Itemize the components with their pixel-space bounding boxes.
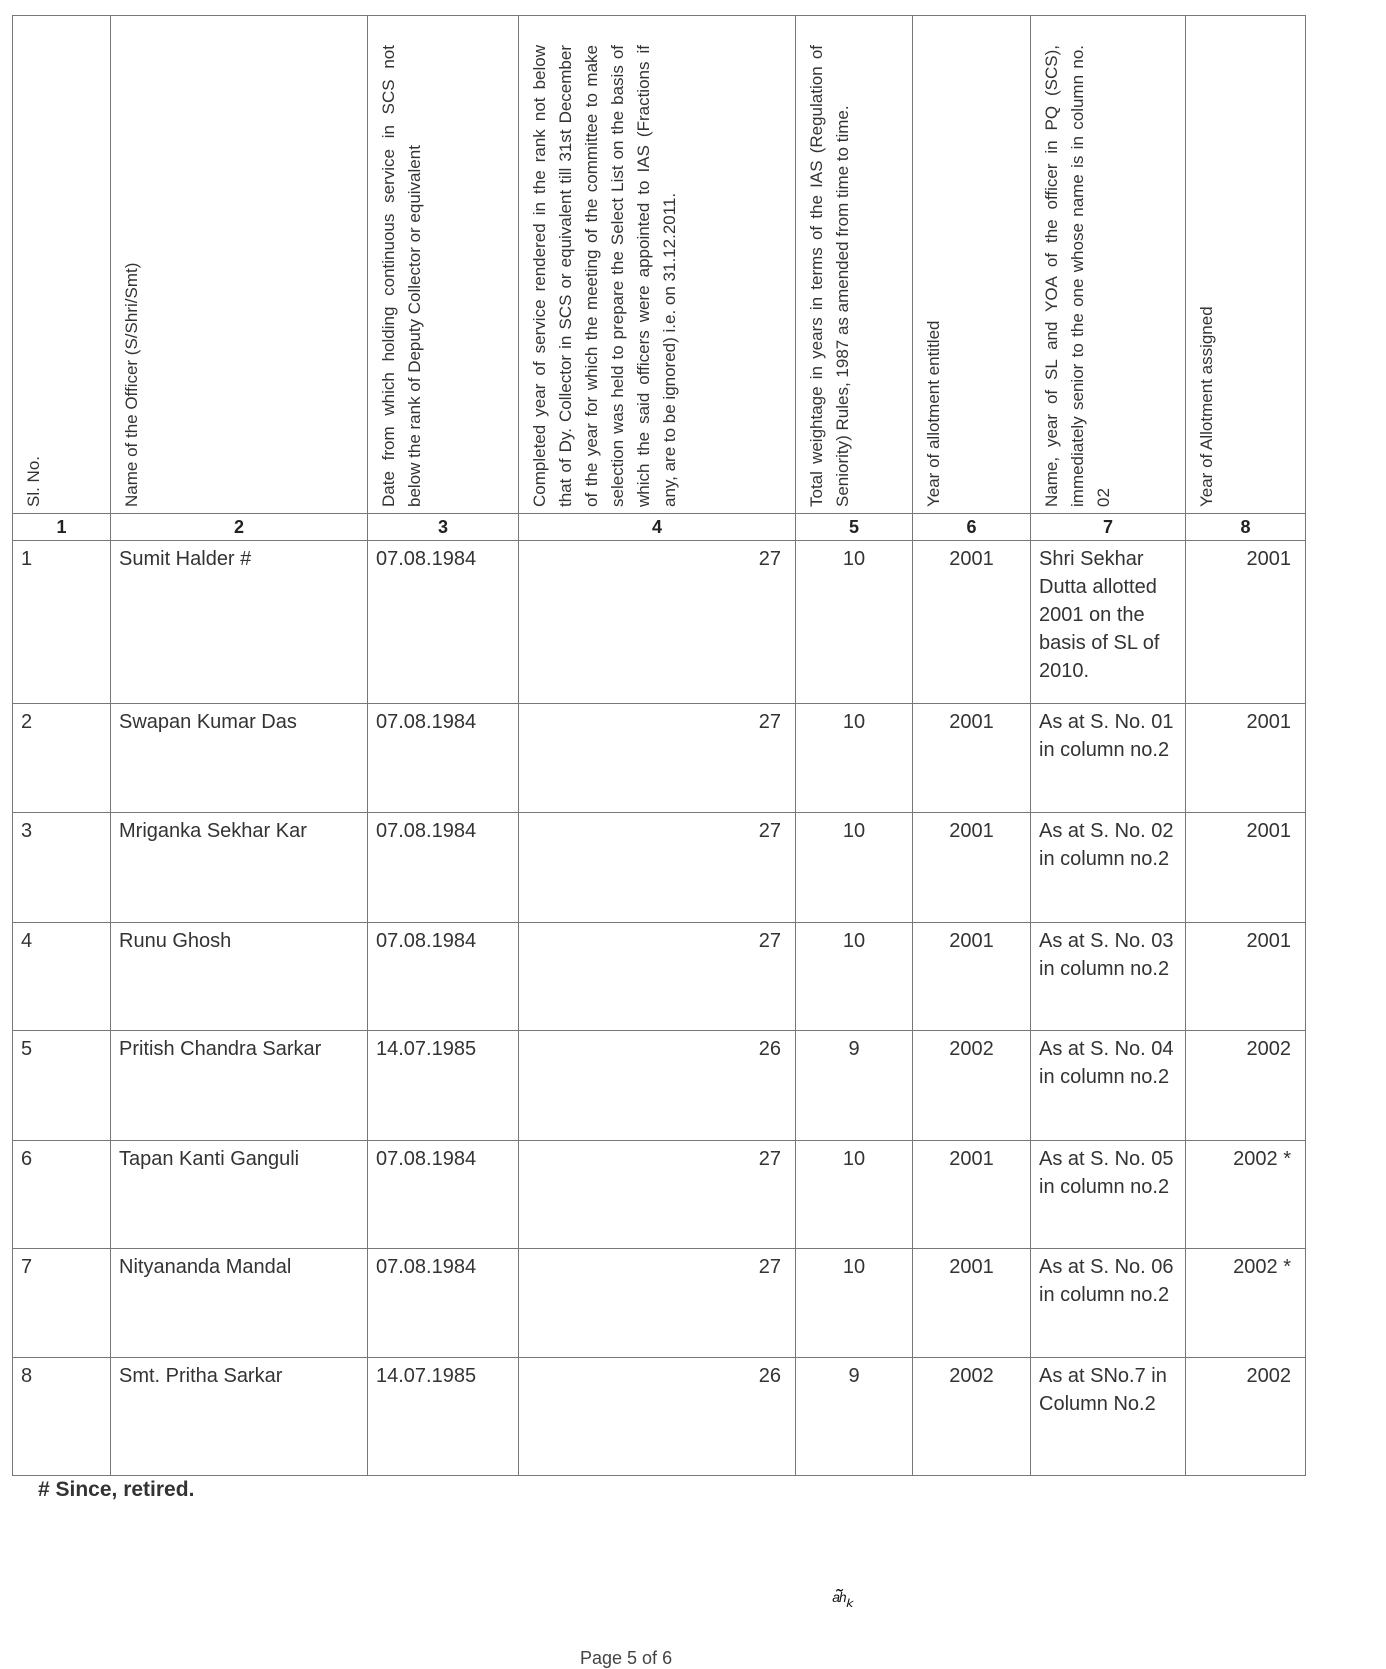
header-sl-no: Sl. No. xyxy=(12,15,111,514)
cell-service-date: 07.08.1984 xyxy=(367,1140,519,1249)
header-officer-name: Name of the Officer (S/Shri/Smt) xyxy=(110,15,368,514)
cell-sl-no: 7 xyxy=(12,1248,111,1358)
cell-officer-name: Tapan Kanti Ganguli xyxy=(110,1140,368,1249)
table-row: 1 Sumit Halder #07.08.1984 27 10 2001 Shri Se… xyxy=(12,540,1306,704)
column-number: 3 xyxy=(367,513,519,541)
cell-completed-years: 27 xyxy=(518,703,796,813)
cell-year-entitled: 2001 xyxy=(912,703,1031,813)
cell-sl-no: 8 xyxy=(12,1357,111,1476)
header-year-entitled: Year of allotment entitled xyxy=(912,15,1031,514)
officer-seniority-table: Sl. No. Name of the Officer (S/Shri/Smt)… xyxy=(12,15,1306,1476)
cell-year-assigned: 2002 * xyxy=(1185,1140,1306,1249)
cell-officer-name: Nityananda Mandal xyxy=(110,1248,368,1358)
cell-service-date: 07.08.1984 xyxy=(367,703,519,813)
table-row: 5 Pritish Chandra Sarkar 14.07.1985 26 9 2002… xyxy=(12,1030,1306,1141)
signature-initials: ᵃʰ̃ₖ xyxy=(832,1590,854,1612)
cell-completed-years: 27 xyxy=(518,1140,796,1249)
cell-service-date: 07.08.1984 xyxy=(367,540,519,704)
column-number: 7 xyxy=(1030,513,1186,541)
cell-sl-no: 6 xyxy=(12,1140,111,1249)
cell-officer-name: Mriganka Sekhar Kar xyxy=(110,812,368,923)
cell-sl-no: 4 xyxy=(12,922,111,1031)
cell-total-weightage: 10 xyxy=(795,1140,913,1249)
cell-total-weightage: 10 xyxy=(795,703,913,813)
cell-total-weightage: 10 xyxy=(795,1248,913,1358)
header-senior-officer: Name, year of SL and YOA of the officer … xyxy=(1030,15,1186,514)
table-body: 1 Sumit Halder #07.08.1984 27 10 2001 Shri Se… xyxy=(12,540,1306,1476)
cell-senior-officer: As at S. No. 03 in column no.2 xyxy=(1030,922,1186,1031)
cell-year-entitled: 2002 xyxy=(912,1357,1031,1476)
cell-senior-officer: As at S. No. 06 in column no.2 xyxy=(1030,1248,1186,1358)
cell-year-assigned: 2002 xyxy=(1185,1030,1306,1141)
cell-sl-no: 2 xyxy=(12,703,111,813)
column-number-row: 1 2 3 4 5 6 7 8 xyxy=(12,513,1306,541)
cell-year-entitled: 2001 xyxy=(912,540,1031,704)
cell-year-assigned: 2001 xyxy=(1185,922,1306,1031)
header-year-assigned: Year of Allotment assigned xyxy=(1185,15,1306,514)
cell-sl-no: 1 xyxy=(12,540,111,704)
header-completed-years: Completed year of service rendered in th… xyxy=(518,15,796,514)
cell-year-entitled: 2001 xyxy=(912,1140,1031,1249)
table-row: 7 Nityananda Mandal 07.08.1984 27 10 2001 As a… xyxy=(12,1248,1306,1358)
cell-officer-name: Smt. Pritha Sarkar xyxy=(110,1357,368,1476)
page-number: Page 5 of 6 xyxy=(580,1648,673,1668)
header-service-date: Date from which holding continuous servi… xyxy=(367,15,519,514)
cell-year-entitled: 2001 xyxy=(912,812,1031,923)
cell-total-weightage: 9 xyxy=(795,1357,913,1476)
cell-officer-name: Swapan Kumar Das xyxy=(110,703,368,813)
cell-year-assigned: 2001 xyxy=(1185,540,1306,704)
cell-service-date: 07.08.1984 xyxy=(367,922,519,1031)
cell-officer-name: Runu Ghosh xyxy=(110,922,368,1031)
cell-officer-name: Pritish Chandra Sarkar xyxy=(110,1030,368,1141)
cell-year-assigned: 2001 xyxy=(1185,703,1306,813)
cell-senior-officer: As at S. No. 02 in column no.2 xyxy=(1030,812,1186,923)
cell-year-entitled: 2001 xyxy=(912,922,1031,1031)
cell-total-weightage: 10 xyxy=(795,540,913,704)
cell-senior-officer: As at S. No. 04 in column no.2 xyxy=(1030,1030,1186,1141)
cell-senior-officer: As at S. No. 05 in column no.2 xyxy=(1030,1140,1186,1249)
header-total-weightage: Total weightage in years in terms of the… xyxy=(795,15,913,514)
column-number: 8 xyxy=(1185,513,1306,541)
cell-completed-years: 27 xyxy=(518,922,796,1031)
cell-officer-name: Sumit Halder # xyxy=(110,540,368,704)
cell-year-assigned: 2002 * xyxy=(1185,1248,1306,1358)
cell-service-date: 07.08.1984 xyxy=(367,812,519,923)
cell-completed-years: 26 xyxy=(518,1030,796,1141)
column-number: 2 xyxy=(110,513,368,541)
cell-year-assigned: 2002 xyxy=(1185,1357,1306,1476)
cell-senior-officer: As at SNo.7 in Column No.2 xyxy=(1030,1357,1186,1476)
cell-year-entitled: 2002 xyxy=(912,1030,1031,1141)
cell-year-entitled: 2001 xyxy=(912,1248,1031,1358)
table-row: 3 Mriganka Sekhar Kar 07.08.1984 27 10 2001 As… xyxy=(12,812,1306,923)
cell-service-date: 14.07.1985 xyxy=(367,1357,519,1476)
cell-sl-no: 3 xyxy=(12,812,111,923)
cell-senior-officer: Shri Sekhar Dutta allotted 2001 on the b… xyxy=(1030,540,1186,704)
table-row: 4 Runu Ghosh 07.08.1984 27 10 2001 As at S. No… xyxy=(12,922,1306,1031)
column-number: 6 xyxy=(912,513,1031,541)
column-number: 5 xyxy=(795,513,913,541)
cell-completed-years: 27 xyxy=(518,812,796,923)
cell-total-weightage: 9 xyxy=(795,1030,913,1141)
cell-total-weightage: 10 xyxy=(795,812,913,923)
cell-completed-years: 27 xyxy=(518,1248,796,1358)
column-number: 1 xyxy=(12,513,111,541)
header-row: Sl. No. Name of the Officer (S/Shri/Smt)… xyxy=(12,15,1306,514)
cell-sl-no: 5 xyxy=(12,1030,111,1141)
footnote: # Since, retired. xyxy=(38,1478,195,1501)
table-row: 8 Smt. Pritha Sarkar 14.07.1985 26 9 2002 As a… xyxy=(12,1357,1306,1476)
cell-total-weightage: 10 xyxy=(795,922,913,1031)
cell-senior-officer: As at S. No. 01 in column no.2 xyxy=(1030,703,1186,813)
cell-completed-years: 26 xyxy=(518,1357,796,1476)
cell-completed-years: 27 xyxy=(518,540,796,704)
table-row: 6 Tapan Kanti Ganguli 07.08.1984 27 10 2001 As… xyxy=(12,1140,1306,1249)
cell-service-date: 14.07.1985 xyxy=(367,1030,519,1141)
cell-year-assigned: 2001 xyxy=(1185,812,1306,923)
cell-service-date: 07.08.1984 xyxy=(367,1248,519,1358)
table-row: 2 Swapan Kumar Das 07.08.1984 27 10 2001 As at… xyxy=(12,703,1306,813)
column-number: 4 xyxy=(518,513,796,541)
